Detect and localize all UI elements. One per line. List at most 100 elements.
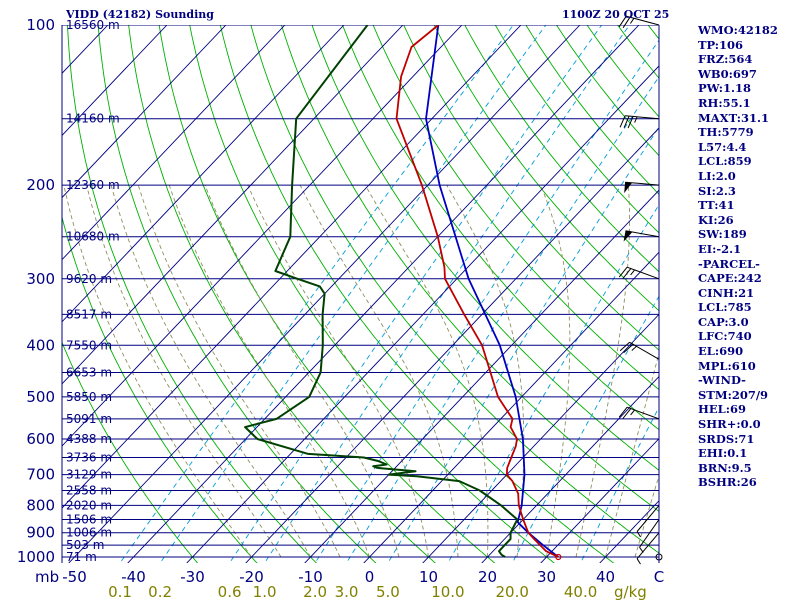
mixing-ratio-tick-label: 5.0 xyxy=(376,583,400,600)
mixing-ratio-line xyxy=(229,25,603,563)
dry-adiabat-line xyxy=(62,215,258,563)
wind-barb-flag xyxy=(622,16,631,29)
isotherm-line xyxy=(304,189,659,563)
wind-barb-flag xyxy=(618,406,628,418)
wind-barb-half-flag xyxy=(636,558,641,565)
pressure-tick-label: 600 xyxy=(26,430,55,448)
height-label: 5850 m xyxy=(66,390,112,404)
temperature-tick-label: -10 xyxy=(298,568,323,586)
pressure-tick-labels: 100 200 300 400 500 600 700 800 900 1000 xyxy=(17,16,55,566)
wind-barb-flag xyxy=(623,115,630,128)
mixing-ratio-tick-label: 0.1 xyxy=(108,583,132,600)
wind-barb xyxy=(618,266,660,280)
wind-barb-flag xyxy=(619,341,630,352)
dry-adiabat-line xyxy=(158,25,496,563)
mixing-ratio-tick-label: 3.0 xyxy=(335,583,359,600)
isotherm-line xyxy=(422,313,659,563)
wind-barb-staff xyxy=(636,532,660,560)
temperature-tick-label: 0 xyxy=(365,568,375,586)
isotherms xyxy=(62,25,659,563)
mixing-ratio-line xyxy=(387,126,659,563)
height-labels: 16560 m 14160 m 12360 m 10680 m 9620 m 8517 m… xyxy=(66,18,120,564)
moist-adiabat-line xyxy=(247,184,429,558)
temperature-profile-line xyxy=(395,25,559,558)
wind-barb xyxy=(636,505,660,538)
temperature-tick-label: 10 xyxy=(419,568,438,586)
wind-barb-staff xyxy=(626,266,660,280)
sounding-index: KI:26 xyxy=(698,212,734,227)
mixing-ratio-lines xyxy=(119,25,659,563)
wind-barb-staff xyxy=(625,115,660,120)
pressure-tick-label: 300 xyxy=(26,270,55,288)
surface-temperature-marker xyxy=(555,553,562,561)
wind-barb-half-flag xyxy=(634,116,638,123)
height-label: 7550 m xyxy=(66,338,112,352)
height-label: 71 m xyxy=(66,550,97,564)
height-label: 9620 m xyxy=(66,272,112,286)
height-label: 6653 m xyxy=(66,366,112,380)
sounding-indices-panel: WMO:42182 TP:106 FRZ:564 WB0:697 PW:1.18 RH:5… xyxy=(698,23,778,490)
moist-adiabat-line xyxy=(364,184,489,557)
isotherm-line xyxy=(62,25,463,447)
sounding-index: SRDS:71 xyxy=(698,431,755,446)
sounding-time: 1100Z 20 OCT 25 xyxy=(562,8,670,21)
wind-barb-flag xyxy=(623,343,634,354)
sounding-index: WMO:42182 xyxy=(698,23,778,37)
mixing-ratio-line xyxy=(314,39,659,563)
mixing-ratio-line xyxy=(511,295,659,563)
sounding-index: CAPE:242 xyxy=(698,271,762,286)
wind-barb-flag xyxy=(622,408,632,419)
isotherm-line xyxy=(245,127,659,563)
isotherm-line xyxy=(68,25,581,563)
temperature-tick-label: 20 xyxy=(478,568,497,586)
wind-barb-staff xyxy=(626,15,660,26)
wind-barb-half-flag xyxy=(636,531,641,538)
temperature-tick-label: -50 xyxy=(62,568,87,586)
mixing-ratio-line xyxy=(159,25,547,563)
wind-barb-half-flag xyxy=(631,345,637,351)
sounding-index: WB0:697 xyxy=(698,66,757,81)
isotherm-line xyxy=(62,25,522,509)
sounding-index: LI:2.0 xyxy=(698,168,736,183)
isotherm-line xyxy=(62,25,227,199)
wind-barb-flag xyxy=(622,268,632,279)
height-label: 3129 m xyxy=(66,468,112,482)
height-label: 12360 m xyxy=(66,178,120,192)
height-label: 14160 m xyxy=(66,112,120,126)
wind-barb xyxy=(618,15,660,29)
wind-barb-flag xyxy=(627,116,634,129)
pressure-tick-label: 400 xyxy=(26,336,55,354)
wind-barb-half-flag xyxy=(630,269,635,276)
sounding-index: PW:1.18 xyxy=(698,81,752,96)
dry-adiabat-line xyxy=(280,25,659,512)
dry-adiabat-line xyxy=(342,25,659,431)
height-label: 4388 m xyxy=(66,432,112,446)
height-label: 3736 m xyxy=(66,451,112,465)
height-label: 10680 m xyxy=(66,230,120,244)
wind-barb-staff xyxy=(629,341,660,360)
mixing-ratio-line xyxy=(119,25,514,563)
sounding-index: CAP:3.0 xyxy=(698,314,749,329)
height-label: 1506 m xyxy=(66,513,112,527)
wind-barb-pennant xyxy=(623,230,633,242)
temperature-tick-labels: -50 -40 -30 -20 -10 0 10 20 30 40 C xyxy=(62,568,664,586)
wind-barb-staff xyxy=(626,406,660,420)
mixing-ratio-tick-label: 40.0 xyxy=(564,583,597,600)
isotherm-line xyxy=(481,375,659,563)
dry-adiabat-line xyxy=(67,25,318,563)
isotherm-line xyxy=(62,25,345,323)
temperature-tick-label: C xyxy=(654,568,664,586)
sounding-index: EI:-2.1 xyxy=(698,241,742,256)
chart-title: VIDD (42182) Sounding xyxy=(66,8,214,21)
pressure-tick-label: 800 xyxy=(26,496,55,514)
sounding-index: LCL:785 xyxy=(698,300,752,315)
mixing-ratio-tick-label: 1.0 xyxy=(253,583,277,600)
sounding-index: EL:690 xyxy=(698,344,744,359)
wind-barb xyxy=(636,532,660,565)
height-label: 2020 m xyxy=(66,498,112,512)
height-label: 16560 m xyxy=(66,18,120,32)
sounding-index: CINH:21 xyxy=(698,285,755,300)
wind-barb xyxy=(618,406,660,420)
sounding-index: SW:189 xyxy=(698,227,747,242)
